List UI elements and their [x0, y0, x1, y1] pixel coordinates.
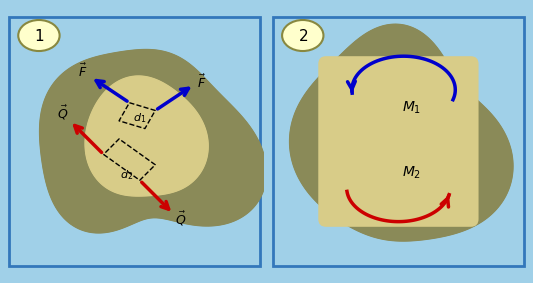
Text: $\vec{F}$: $\vec{F}$: [78, 63, 87, 80]
Ellipse shape: [18, 20, 60, 51]
Polygon shape: [39, 50, 266, 233]
Polygon shape: [85, 76, 208, 196]
Text: $\vec{F}$: $\vec{F}$: [197, 73, 206, 91]
Text: $M_2$: $M_2$: [402, 164, 421, 181]
FancyBboxPatch shape: [318, 56, 479, 227]
Text: $\vec{Q}$: $\vec{Q}$: [175, 210, 187, 228]
Text: $\mathit{2}$: $\mathit{2}$: [298, 27, 308, 44]
Text: $d_2$: $d_2$: [120, 168, 133, 182]
Polygon shape: [289, 24, 513, 241]
Text: $d_1$: $d_1$: [133, 111, 147, 125]
Ellipse shape: [282, 20, 324, 51]
Text: $\mathit{1}$: $\mathit{1}$: [34, 27, 44, 44]
Text: $\vec{Q}$: $\vec{Q}$: [56, 104, 68, 122]
Text: $M_1$: $M_1$: [402, 100, 421, 116]
